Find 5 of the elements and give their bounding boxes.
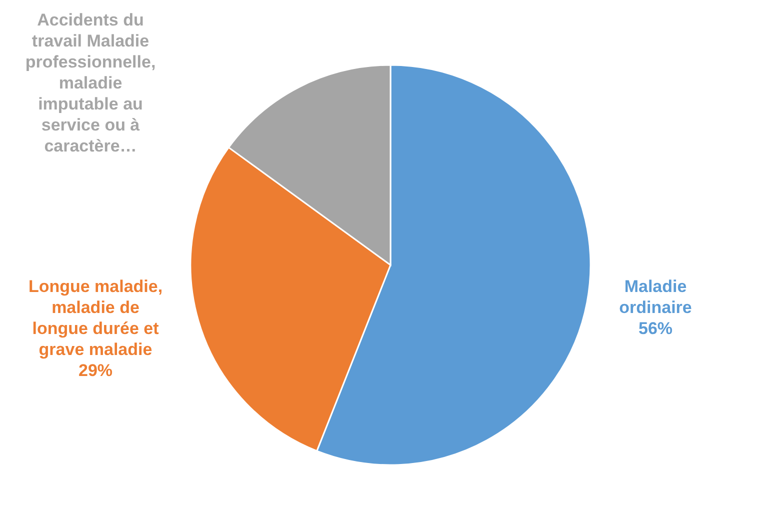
slice-label: Accidents du travail Maladie professionnelle, maladie imputable au service ou à caractère… — [25, 10, 156, 156]
slice-label: Longue maladie, maladie de longue durée et grave maladie — [28, 277, 163, 360]
slice-label: Maladie ordinaire — [619, 277, 692, 318]
data-label: 29% — [78, 361, 113, 380]
data-label: 56% — [638, 319, 673, 338]
